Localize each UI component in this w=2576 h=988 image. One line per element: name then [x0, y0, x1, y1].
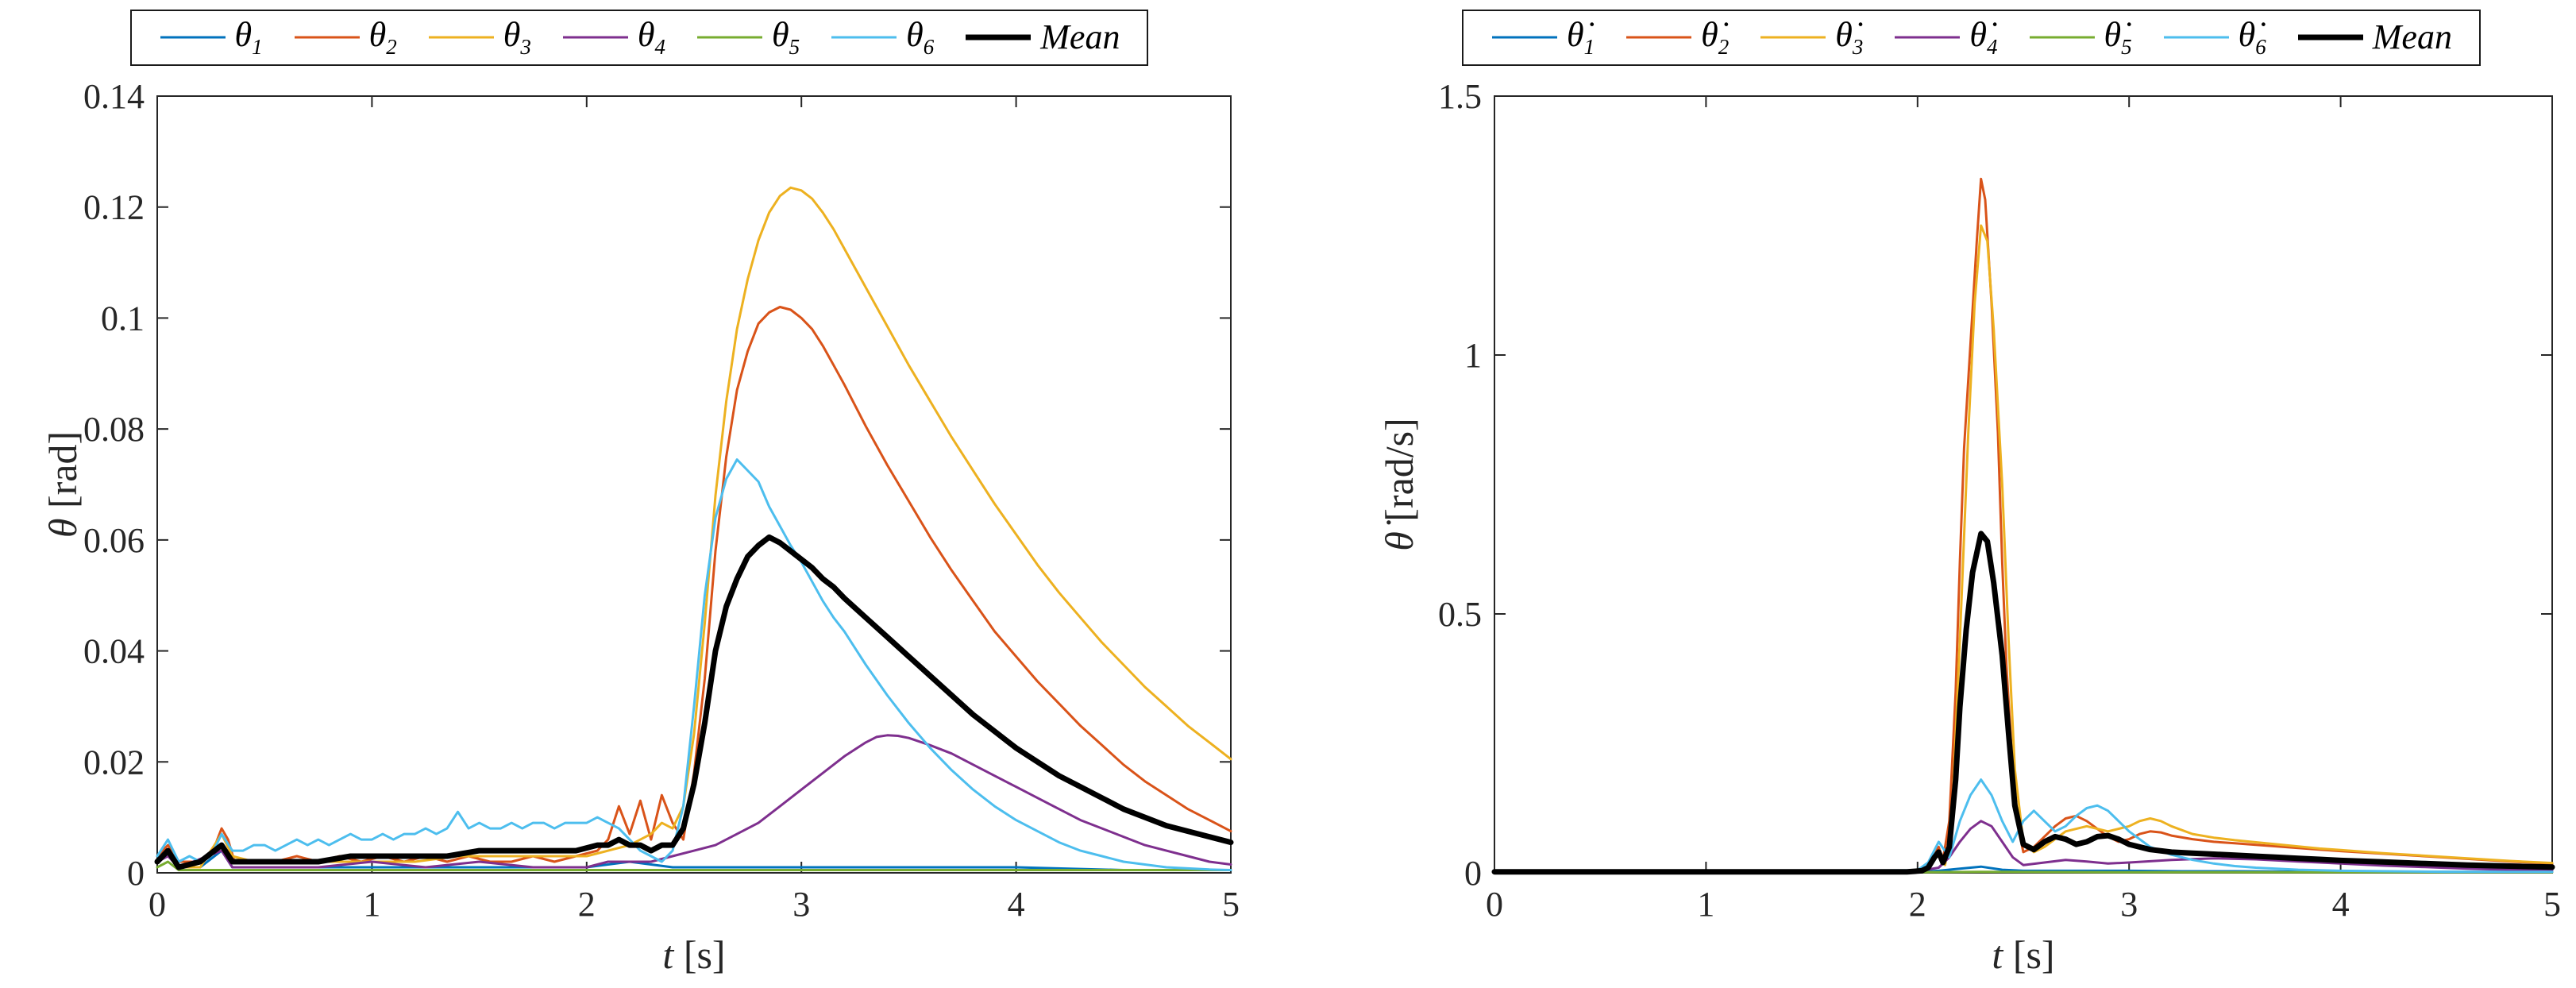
legend-line-sample-thetadot-1 [1492, 36, 1558, 39]
theta-legend: θ1 θ2 θ3 θ4 θ5 θ6 Mean [129, 10, 1149, 66]
legend-line-sample-theta-6 [831, 36, 897, 39]
legend-line-sample-thetadot-3 [1760, 36, 1826, 39]
series-line-thetadot-3 [1493, 224, 2554, 873]
legend-label-thetadot-3: θ̇3 [1835, 15, 1864, 59]
legend-label-theta-5: θ5 [772, 15, 800, 59]
x-tick-label: 0 [1486, 885, 1503, 924]
x-axis-label: t [s] [1992, 932, 2054, 977]
legend-item-mean: Mean [2296, 20, 2452, 55]
legend-line-sample-thetadot-6 [2163, 36, 2229, 39]
legend-label-thetadot-5: θ̇5 [2104, 15, 2132, 59]
theta-panel: θ1 θ2 θ3 θ4 θ5 θ6 Mean 0 1 2 3 4 5 0 0.02 0.04 0.06 0.08… [32, 10, 1247, 984]
x-tick-label: 3 [2120, 885, 2138, 924]
y-tick-label: 0.14 [83, 79, 145, 116]
x-tick-label: 4 [2332, 885, 2350, 924]
legend-item-theta-5: θ5 [696, 17, 800, 58]
series-line-theta-5 [156, 860, 1232, 871]
legend-item-theta-6: θ6 [830, 17, 934, 58]
y-axis-label: θ̇ [rad/s] [1377, 418, 1421, 551]
legend-label-theta-2: θ2 [368, 15, 397, 59]
legend-item-thetadot-2: θ̇2 [1625, 17, 1729, 58]
legend-label-theta-3: θ3 [503, 15, 531, 59]
x-tick-label: 5 [2543, 885, 2561, 924]
legend-line-sample-theta-2 [294, 36, 360, 39]
x-tick-label: 1 [363, 885, 380, 924]
series-line-mean [1491, 531, 2555, 874]
x-tick-label: 0 [148, 885, 166, 924]
series-line-thetadot-2 [1493, 177, 2554, 873]
x-tick-label: 1 [1697, 885, 1714, 924]
y-axis-label: θ [rad] [40, 431, 85, 538]
legend-item-theta-3: θ3 [427, 17, 531, 58]
y-tick-label: 0.5 [1438, 595, 1482, 634]
x-axis-label: t [s] [662, 932, 725, 977]
y-tick-label: 1 [1464, 336, 1482, 375]
series-line-theta-4 [156, 734, 1232, 869]
y-tick-label: 1.5 [1438, 79, 1482, 116]
legend-line-sample-mean [2297, 34, 2363, 41]
legend-label-thetadot-6: θ̇6 [2238, 15, 2266, 59]
y-tick-label: 0.06 [83, 521, 145, 560]
series-line-theta-6 [156, 457, 1232, 871]
legend-label-thetadot-2: θ̇2 [1701, 15, 1730, 59]
legend-label-theta-6: θ6 [906, 15, 935, 59]
x-tick-label: 5 [1222, 885, 1240, 924]
legend-line-sample-theta-3 [428, 36, 494, 39]
y-tick-label: 0 [1464, 854, 1482, 893]
thetadot-panel: θ̇1 θ̇2 θ̇3 θ̇4 θ̇5 θ̇6 Mean 0 1 2 3 4 5 0 0.5 1 1.5 t [… [1370, 10, 2573, 984]
y-tick-label: 0.12 [83, 188, 145, 227]
x-tick-label: 3 [792, 885, 810, 924]
legend-item-thetadot-3: θ̇3 [1759, 17, 1863, 58]
legend-label-thetadot-4: θ̇4 [1969, 15, 1998, 59]
series-line-theta-1 [156, 849, 1232, 871]
axes-box [1494, 95, 2553, 874]
legend-label-mean: Mean [2372, 17, 2452, 57]
legend-line-sample-thetadot-2 [1626, 36, 1692, 39]
legend-line-sample-thetadot-5 [2029, 36, 2095, 39]
series-line-thetadot-6 [1493, 778, 2554, 873]
legend-item-thetadot-4: θ̇4 [1893, 15, 1998, 59]
legend-line-sample-theta-4 [562, 36, 628, 39]
legend-item-theta-2: θ2 [293, 17, 397, 58]
legend-line-sample-mean [966, 34, 1032, 41]
legend-item-theta-1: θ1 [159, 17, 263, 58]
axes-box [156, 95, 1232, 874]
legend-label-mean: Mean [1040, 17, 1120, 57]
legend-label-theta-1: θ1 [234, 15, 263, 59]
legend-item-thetadot-6: θ̇6 [2162, 17, 2266, 58]
y-tick-label: 0.02 [83, 743, 145, 782]
theta-chart: 0 1 2 3 4 5 0 0.02 0.04 0.06 0.08 0.1 0.12 0.14 t [s] θ… [40, 79, 1240, 977]
thetadot-legend: θ̇1 θ̇2 θ̇3 θ̇4 θ̇5 θ̇6 Mean [1462, 10, 2481, 66]
y-tick-label: 0.04 [83, 631, 145, 670]
y-tick-label: 0.1 [101, 299, 145, 338]
y-tick-label: 0.08 [83, 410, 145, 449]
x-tick-label: 2 [1909, 885, 1926, 924]
legend-label-theta-4: θ4 [637, 15, 666, 59]
legend-line-sample-theta-1 [160, 36, 226, 39]
legend-line-sample-thetadot-4 [1895, 36, 1961, 39]
legend-item-mean: Mean [964, 20, 1120, 55]
legend-item-theta-4: θ4 [561, 17, 665, 58]
legend-label-thetadot-1: θ̇1 [1567, 15, 1595, 59]
legend-item-thetadot-5: θ̇5 [2028, 17, 2132, 58]
y-tick-label: 0 [127, 854, 145, 893]
x-tick-label: 2 [578, 885, 596, 924]
series-line-mean [154, 534, 1234, 870]
x-tick-label: 4 [1008, 885, 1025, 924]
legend-item-thetadot-1: θ̇1 [1490, 17, 1595, 58]
thetadot-chart: 0 1 2 3 4 5 0 0.5 1 1.5 t [s] θ̇ [rad/s] [1377, 79, 2561, 977]
series-line-thetadot-4 [1493, 820, 2554, 873]
legend-line-sample-theta-5 [697, 36, 763, 39]
